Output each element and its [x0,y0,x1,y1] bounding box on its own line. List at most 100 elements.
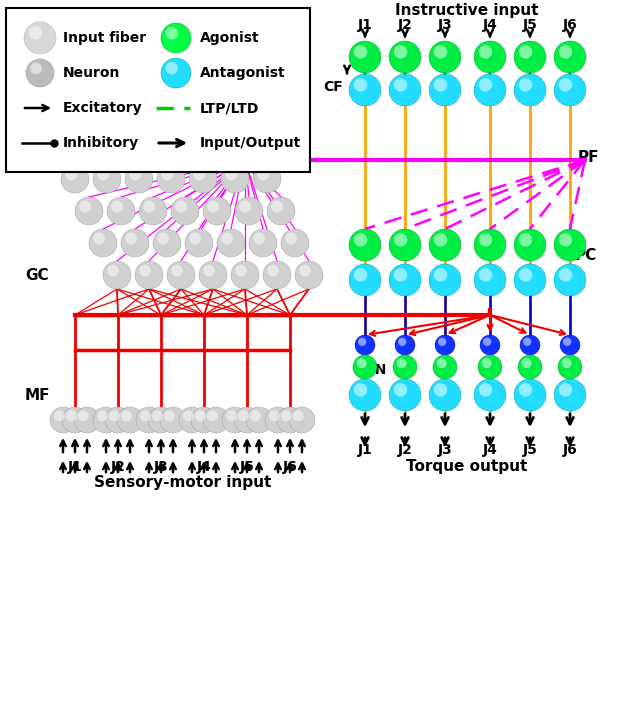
Circle shape [236,265,247,277]
Circle shape [394,233,407,247]
Circle shape [183,410,194,421]
Text: J4: J4 [196,460,211,474]
Circle shape [160,407,186,433]
Circle shape [435,335,455,355]
Circle shape [271,201,283,212]
Circle shape [429,74,461,106]
Circle shape [479,78,492,92]
Circle shape [136,407,162,433]
Circle shape [107,197,135,225]
Circle shape [269,410,280,421]
Circle shape [514,379,546,411]
Circle shape [474,74,506,106]
Circle shape [514,229,546,261]
Circle shape [117,407,143,433]
Text: J1: J1 [358,443,372,457]
Circle shape [125,165,153,193]
Circle shape [520,335,540,355]
Circle shape [429,41,461,73]
Circle shape [26,59,54,87]
Circle shape [518,355,542,379]
Circle shape [519,78,532,92]
Circle shape [231,261,259,289]
Circle shape [204,265,215,277]
Circle shape [30,63,42,74]
Circle shape [239,201,251,212]
Circle shape [355,335,375,355]
Circle shape [349,41,381,73]
Circle shape [148,407,174,433]
Circle shape [354,268,367,282]
Circle shape [267,265,279,277]
Circle shape [483,337,492,346]
Circle shape [66,410,77,421]
Circle shape [349,74,381,106]
Circle shape [438,337,446,346]
Circle shape [480,335,500,355]
Circle shape [393,355,417,379]
Circle shape [479,45,492,59]
Circle shape [257,169,269,180]
Circle shape [207,201,219,212]
Circle shape [354,78,367,92]
Circle shape [263,261,291,289]
Circle shape [267,197,295,225]
Circle shape [559,383,572,397]
Circle shape [109,410,120,421]
Circle shape [222,407,248,433]
Circle shape [238,410,249,421]
Circle shape [203,407,229,433]
Circle shape [554,229,586,261]
Circle shape [394,268,407,282]
Circle shape [161,23,191,53]
Circle shape [522,358,532,368]
Circle shape [152,410,163,421]
Circle shape [479,383,492,397]
Circle shape [389,74,421,106]
Circle shape [354,383,367,397]
Text: J1: J1 [358,18,372,32]
Circle shape [175,201,187,212]
Circle shape [199,261,227,289]
Text: Neuron: Neuron [63,66,120,80]
Circle shape [519,383,532,397]
Circle shape [226,410,237,421]
Circle shape [74,407,100,433]
Circle shape [93,407,119,433]
Circle shape [479,233,492,247]
Circle shape [394,78,407,92]
Circle shape [161,58,191,88]
Circle shape [389,229,421,261]
Text: J2: J2 [397,18,412,32]
Circle shape [75,197,103,225]
Circle shape [125,232,137,245]
Circle shape [562,358,572,368]
Circle shape [434,268,447,282]
Circle shape [221,232,233,245]
Circle shape [29,26,42,39]
Text: CF: CF [323,80,343,94]
Circle shape [217,229,245,257]
Circle shape [249,229,277,257]
Circle shape [121,410,132,421]
Circle shape [179,407,205,433]
Circle shape [436,358,447,368]
Circle shape [389,41,421,73]
Circle shape [394,383,407,397]
Circle shape [97,169,109,180]
Text: Inhibitory: Inhibitory [63,136,139,150]
Circle shape [429,229,461,261]
Circle shape [514,264,546,296]
Circle shape [481,358,492,368]
Text: Sensory-motor input: Sensory-motor input [94,475,272,490]
Circle shape [203,197,231,225]
Text: Agonist: Agonist [200,31,260,45]
Circle shape [434,45,447,59]
Circle shape [295,261,323,289]
Circle shape [523,337,531,346]
Circle shape [349,264,381,296]
Text: Instructive input: Instructive input [396,2,539,17]
Circle shape [389,264,421,296]
Text: J6: J6 [283,460,298,474]
Circle shape [354,45,367,59]
